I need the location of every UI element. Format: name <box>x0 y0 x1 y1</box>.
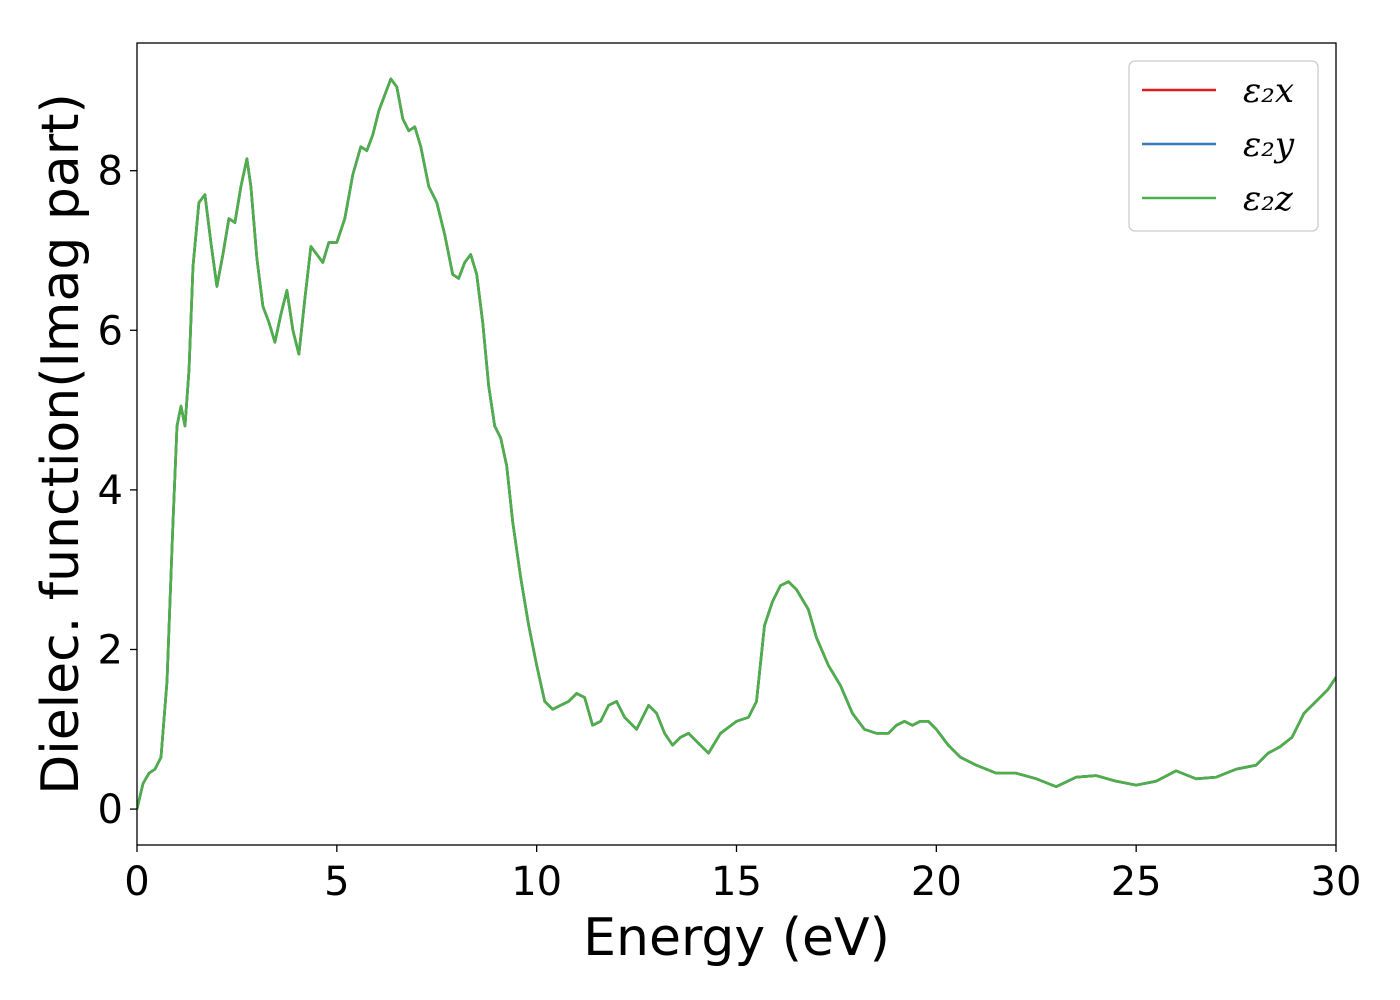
x-tick-label: 25 <box>1111 859 1162 905</box>
series-layer <box>137 77 1336 810</box>
x-tick-label: 20 <box>911 859 962 905</box>
legend-label-2: ε₂y <box>1243 125 1295 165</box>
y-tick-label: 8 <box>98 149 123 195</box>
x-tick-label: 30 <box>1311 859 1362 905</box>
series-line-3 <box>137 77 1336 810</box>
x-tick-label: 5 <box>324 859 349 905</box>
y-tick-label: 4 <box>98 468 123 514</box>
x-tick-label: 15 <box>711 859 762 905</box>
x-axis-label: Energy (eV) <box>583 908 890 968</box>
y-tick-label: 2 <box>98 627 123 673</box>
y-tick-label: 6 <box>98 308 123 354</box>
y-axis-label: Dielec. function(Imag part) <box>31 93 91 795</box>
y-tick-label: 0 <box>98 787 123 833</box>
x-tick-label: 10 <box>511 859 562 905</box>
legend-box <box>1128 60 1319 232</box>
legend-label-3: ε₂z <box>1243 179 1294 219</box>
legend-label-1: ε₂x <box>1243 71 1294 111</box>
x-axis-ticks: 0 5 10 15 20 25 30 <box>124 845 1361 905</box>
x-tick-label: 0 <box>124 859 149 905</box>
legend: ε₂x ε₂y ε₂z <box>1128 60 1319 232</box>
y-axis-ticks: 0 2 4 6 8 <box>98 149 137 833</box>
